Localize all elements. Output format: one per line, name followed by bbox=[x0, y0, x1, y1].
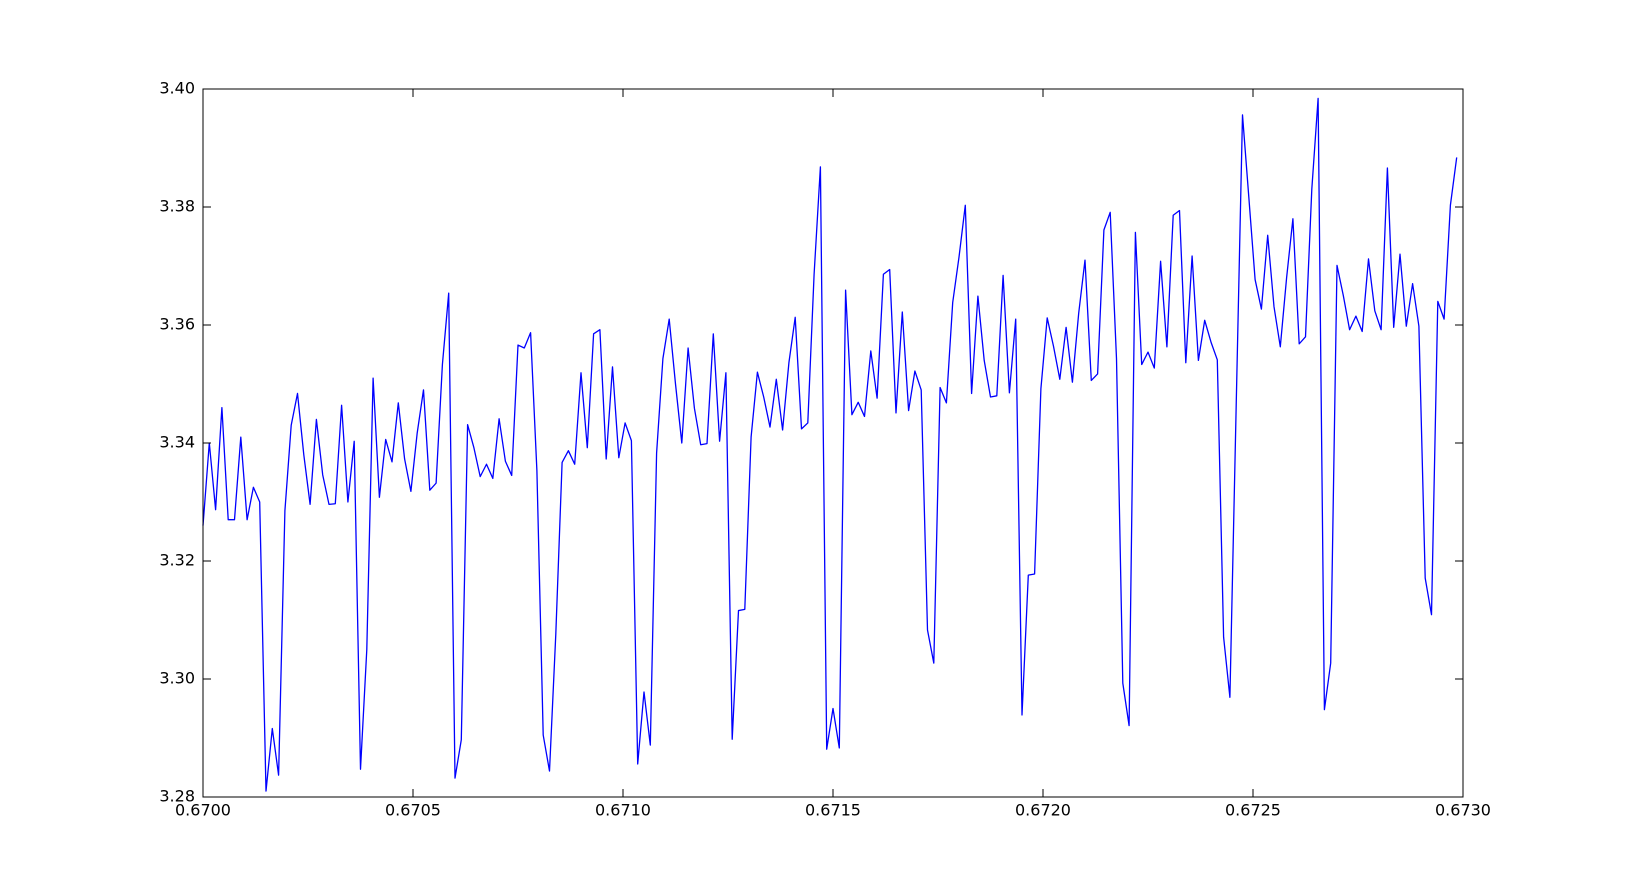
y-tick-label: 3.32 bbox=[159, 551, 195, 570]
x-tick-label: 0.6720 bbox=[1015, 801, 1071, 820]
x-tick-label: 0.6705 bbox=[385, 801, 441, 820]
x-tick-label: 0.6730 bbox=[1435, 801, 1491, 820]
y-tick-label: 3.28 bbox=[159, 787, 195, 806]
x-tick-label: 0.6725 bbox=[1225, 801, 1281, 820]
x-tick-label: 0.6710 bbox=[595, 801, 651, 820]
data-line bbox=[202, 97, 1458, 792]
x-tick-label: 0.6700 bbox=[175, 801, 231, 820]
y-tick-label: 3.34 bbox=[159, 433, 195, 452]
y-tick-label: 3.30 bbox=[159, 669, 195, 688]
x-tick-label: 0.6715 bbox=[805, 801, 861, 820]
y-tick-label: 3.40 bbox=[159, 79, 195, 98]
y-tick-label: 3.36 bbox=[159, 315, 195, 334]
y-tick-label: 3.38 bbox=[159, 197, 195, 216]
